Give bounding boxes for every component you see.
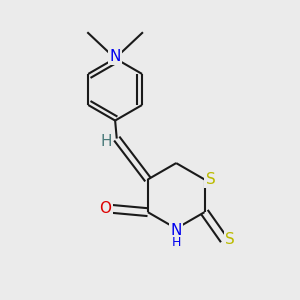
Text: N: N <box>110 49 121 64</box>
Text: S: S <box>206 172 215 187</box>
Text: H: H <box>172 236 181 249</box>
Text: N: N <box>170 223 182 238</box>
Text: S: S <box>225 232 235 247</box>
Text: O: O <box>99 201 111 216</box>
Text: H: H <box>100 134 112 149</box>
